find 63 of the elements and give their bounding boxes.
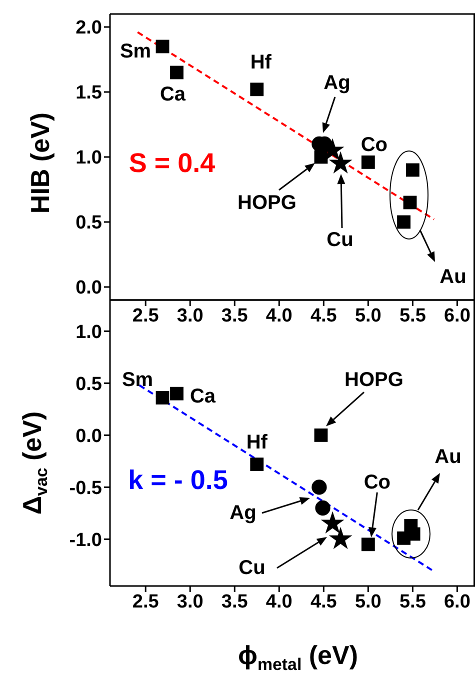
annotation: Ag [230, 502, 256, 524]
point [250, 82, 264, 96]
y-tick-label: 0.5 [76, 374, 102, 395]
x-tick-label: 2.5 [132, 591, 160, 612]
point [312, 480, 327, 495]
point [397, 215, 410, 229]
x-tick-label: 3.5 [221, 591, 248, 612]
annotation: HOPG [344, 369, 404, 392]
x-tick-label: 4.5 [310, 591, 338, 612]
point [406, 163, 420, 177]
point [361, 538, 375, 552]
point [328, 151, 352, 174]
y-tick-label: 0.5 [76, 212, 102, 234]
point [156, 40, 170, 54]
y-tick-label: 0.0 [76, 426, 102, 447]
point [403, 196, 417, 210]
annotation: Ag [324, 72, 350, 94]
annotation: Au [434, 446, 462, 468]
annotation: S = 0.4 [128, 148, 216, 178]
point [156, 391, 170, 404]
annotation: Sm [120, 40, 152, 62]
annotation: Cu [238, 557, 266, 579]
x-tick-label: 6.0 [444, 305, 470, 326]
x-tick-label: 6.0 [444, 591, 470, 612]
annotation: Sm [122, 368, 154, 391]
annotation: k = - 0.5 [128, 465, 228, 495]
y-tick-label: -1.0 [69, 530, 102, 551]
annotation: HOPG [238, 192, 296, 214]
annotation: Cu [326, 229, 354, 251]
annotation: Co [360, 134, 388, 156]
annotation: Ca [160, 84, 186, 106]
y-axis-title: HIB (eV) [25, 112, 55, 214]
point [170, 66, 184, 80]
point [314, 428, 328, 442]
x-tick-label: 4.5 [310, 305, 338, 326]
point [170, 386, 184, 400]
point [315, 500, 330, 516]
point [328, 526, 352, 550]
point [320, 511, 344, 534]
x-tick-label: 3.0 [176, 591, 204, 612]
y-tick-label: 0.0 [76, 278, 102, 299]
x-tick-label: 3.5 [221, 305, 248, 326]
x-tick-label: 5.0 [354, 305, 382, 326]
x-tick-label: 4.0 [266, 305, 292, 326]
x-tick-label: 3.0 [176, 305, 204, 326]
annotation: Ca [190, 386, 216, 408]
point [250, 458, 264, 472]
x-tick-label: 2.5 [132, 305, 160, 326]
x-tick-label: 5.5 [399, 305, 426, 326]
y-tick-label: 1.0 [76, 148, 102, 169]
annotation: Hf [250, 51, 272, 74]
point [361, 155, 375, 169]
annotation: Co [364, 471, 391, 494]
annotation: Hf [246, 431, 268, 454]
x-tick-label: 5.0 [354, 591, 382, 612]
y-tick-label: -0.5 [69, 478, 102, 499]
y-tick-label: 2.0 [76, 18, 102, 39]
y-tick-label: 1.0 [76, 322, 102, 343]
annotation: Au [440, 266, 466, 288]
x-axis-title: ϕ$_{metal}$ (eV) [238, 640, 358, 674]
x-tick-label: 4.0 [266, 591, 292, 612]
y-tick-label: 1.5 [76, 82, 102, 104]
x-tick-label: 5.5 [399, 591, 426, 612]
